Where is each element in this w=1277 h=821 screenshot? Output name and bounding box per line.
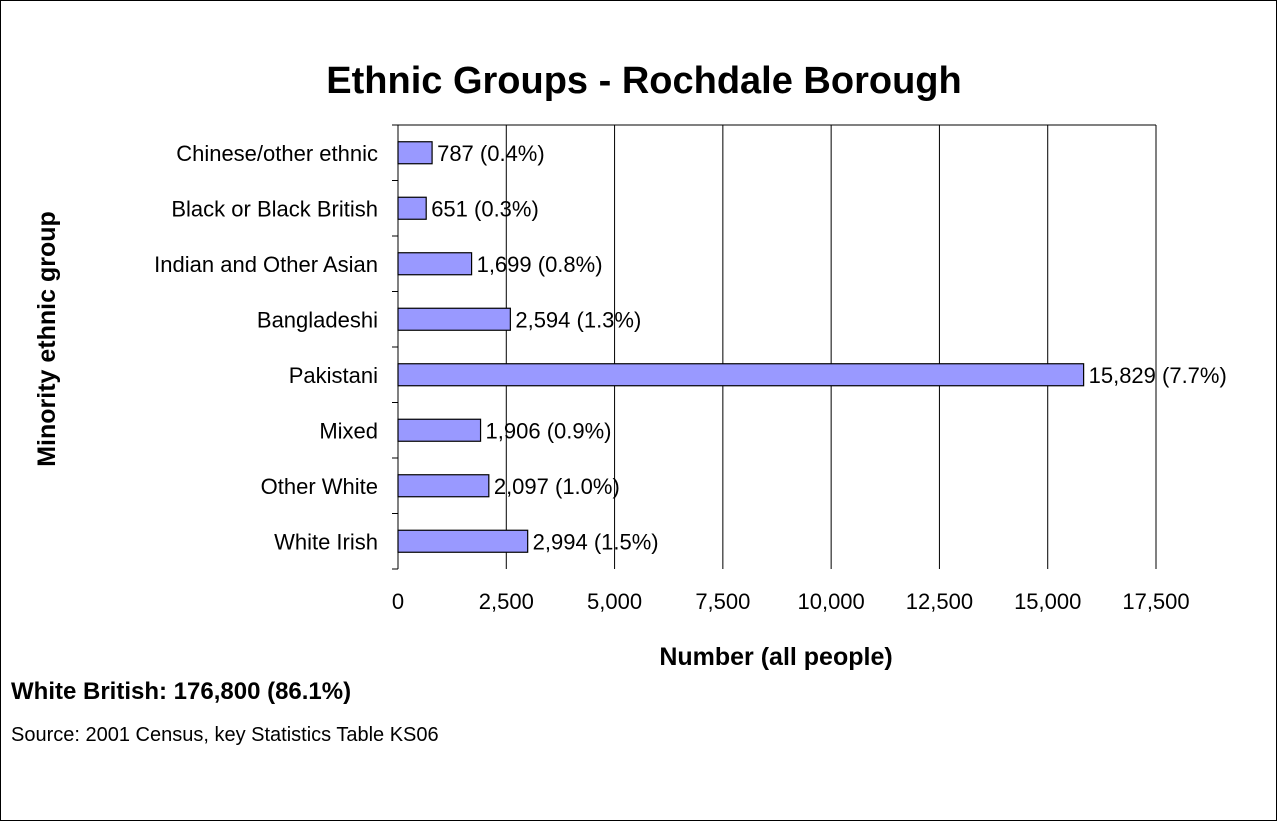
bar	[397, 529, 529, 553]
bar-chart: Ethnic Groups - Rochdale Borough Chinese…	[33, 60, 1227, 671]
data-label: 1,906 (0.9%)	[486, 418, 612, 443]
x-tick-label: 2,500	[479, 589, 534, 614]
x-tick-label: 12,500	[906, 589, 973, 614]
bars	[397, 141, 1085, 553]
gridlines	[392, 124, 1157, 570]
category-label: Other White	[261, 474, 378, 499]
x-tick-label: 0	[392, 589, 404, 614]
data-label: 2,594 (1.3%)	[515, 307, 641, 332]
chart-title: Ethnic Groups - Rochdale Borough	[326, 60, 961, 102]
category-label: White Irish	[274, 529, 378, 554]
category-labels: Chinese/other ethnic Black or Black Briti…	[154, 141, 378, 555]
x-tick-labels: 0 2,500 5,000 7,500 10,000 12,500 15,000 17,500	[392, 589, 1190, 614]
category-label: Pakistani	[289, 363, 378, 388]
bar	[397, 418, 482, 442]
data-label: 651 (0.3%)	[431, 196, 539, 221]
category-label: Indian and Other Asian	[154, 252, 378, 277]
data-label: 1,699 (0.8%)	[477, 252, 603, 277]
data-labels: 787 (0.4%) 651 (0.3%) 1,699 (0.8%) 2,594 (1…	[431, 141, 1227, 555]
category-label: Black or Black British	[171, 196, 378, 221]
x-tick-label: 7,500	[695, 589, 750, 614]
footnote-white-british: White British: 176,800 (86.1%)	[11, 678, 352, 705]
data-label: 2,097 (1.0%)	[494, 474, 620, 499]
category-label: Mixed	[319, 418, 378, 443]
bar	[397, 252, 473, 276]
data-label: 787 (0.4%)	[437, 141, 545, 166]
category-label: Chinese/other ethnic	[176, 141, 378, 166]
bar	[397, 474, 490, 498]
y-axis-title: Minority ethnic group	[33, 211, 61, 467]
bar	[397, 363, 1085, 387]
x-axis-title: Number (all people)	[659, 643, 892, 671]
bar	[397, 307, 511, 331]
category-label: Bangladeshi	[257, 307, 378, 332]
x-tick-label: 17,500	[1122, 589, 1189, 614]
x-tick-label: 15,000	[1014, 589, 1081, 614]
x-tick-label: 10,000	[797, 589, 864, 614]
bar	[397, 141, 433, 165]
data-label: 2,994 (1.5%)	[533, 529, 659, 554]
bar	[397, 196, 427, 220]
data-label: 15,829 (7.7%)	[1089, 363, 1227, 388]
source-note: Source: 2001 Census, key Statistics Tabl…	[11, 724, 439, 746]
x-tick-label: 5,000	[587, 589, 642, 614]
